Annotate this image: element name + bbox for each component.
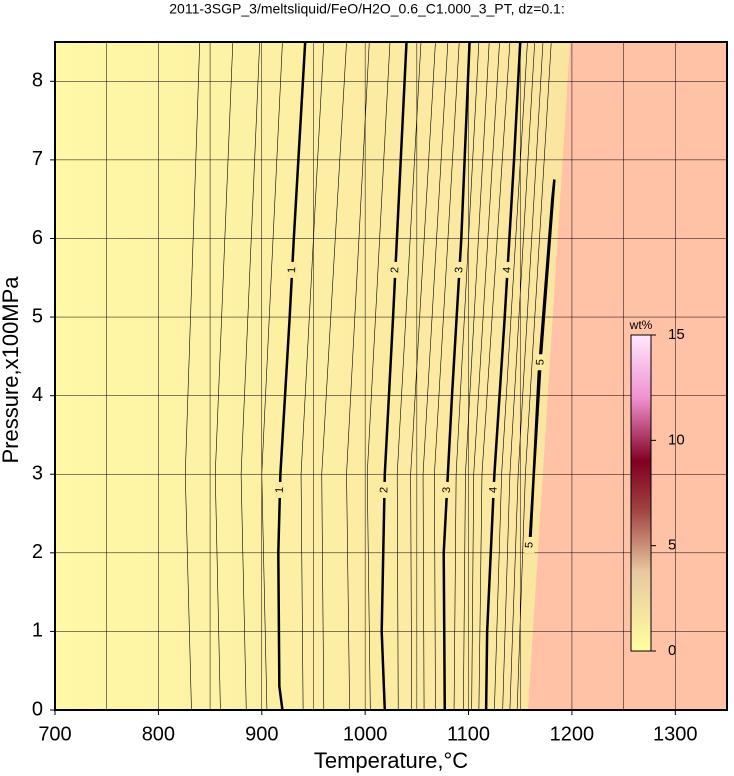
- contour-label: 3: [453, 267, 465, 274]
- contour-label: 4: [487, 487, 499, 494]
- minor-contour: [396, 41, 422, 711]
- minor-contour: [300, 41, 325, 711]
- contour-label-bg: [379, 481, 390, 498]
- minor-contour: [453, 41, 480, 711]
- x-tick-label: 700: [38, 723, 71, 745]
- contour-label-bg: [524, 536, 535, 553]
- y-tick-label: 1: [32, 620, 43, 642]
- y-tick-label: 2: [32, 541, 43, 563]
- minor-contour: [261, 41, 283, 711]
- colorbar-label: wt%: [629, 318, 653, 332]
- contour-label-bg: [274, 481, 285, 498]
- y-tick-label: 5: [32, 305, 43, 327]
- contour-label: 1: [286, 267, 298, 274]
- contour-label: 2: [378, 487, 390, 494]
- x-tick-label: 800: [142, 723, 175, 745]
- y-axis-label: Pressure,x100MPa: [0, 276, 23, 464]
- minor-contour: [434, 41, 460, 711]
- minor-contour: [509, 41, 544, 711]
- contour-label-bg: [390, 261, 401, 278]
- y-tick-label: 7: [32, 148, 43, 170]
- minor-contour: [471, 41, 500, 711]
- colorbar-tick-label: 0: [668, 642, 676, 659]
- colorbar-tick-label: 10: [668, 431, 685, 448]
- x-tick-label: 900: [245, 723, 278, 745]
- frame: [54, 41, 728, 711]
- contour: [380, 41, 408, 711]
- colorbar: [630, 334, 652, 652]
- high-region: [528, 42, 727, 710]
- minor-contour: [184, 41, 201, 711]
- minor-contour: [516, 41, 552, 711]
- contour: [484, 41, 522, 711]
- minor-contour: [422, 41, 449, 711]
- x-tick-label: 1100: [447, 723, 490, 745]
- minor-contour: [321, 41, 347, 711]
- minor-contour: [463, 41, 490, 711]
- y-tick-label: 4: [32, 384, 43, 406]
- minor-contour: [214, 41, 234, 711]
- x-tick-label: 1200: [550, 723, 595, 745]
- y-tick-label: 6: [32, 227, 43, 249]
- minor-contour: [346, 41, 370, 711]
- minor-contour: [366, 41, 391, 711]
- minor-contour: [502, 41, 536, 711]
- contour-label-bg: [535, 354, 546, 371]
- contour-label: 5: [534, 359, 546, 366]
- contour-label-bg: [502, 261, 513, 278]
- y-tick-label: 3: [32, 463, 43, 485]
- minor-contour: [240, 41, 261, 711]
- contour: [442, 41, 471, 711]
- minor-contour: [410, 41, 436, 711]
- colorbar-tick-label: 15: [668, 326, 685, 343]
- contour-label-bg: [488, 481, 499, 498]
- contour-label-bg: [287, 261, 298, 278]
- contour-label: 3: [441, 487, 453, 494]
- contour: [277, 41, 307, 711]
- chart-title: 2011-3SGP_3/meltsliquid/FeO/H2O_0.6_C1.0…: [169, 1, 564, 17]
- contour-label-bg: [442, 481, 453, 498]
- minor-contour: [478, 41, 511, 711]
- contour-label: 2: [389, 267, 401, 274]
- minor-contour: [494, 41, 528, 711]
- colorbar-tick-label: 5: [668, 537, 676, 554]
- y-tick-label: 0: [32, 698, 43, 720]
- x-tick-label: 1300: [653, 723, 698, 745]
- y-tick-label: 8: [32, 70, 43, 92]
- x-tick-label: 1000: [343, 723, 388, 745]
- contour-label-bg: [454, 261, 465, 278]
- contour-label: 4: [501, 267, 513, 274]
- x-axis-label: Temperature,°C: [314, 748, 468, 773]
- contour-label: 5: [523, 542, 535, 549]
- contour-label: 1: [274, 487, 286, 494]
